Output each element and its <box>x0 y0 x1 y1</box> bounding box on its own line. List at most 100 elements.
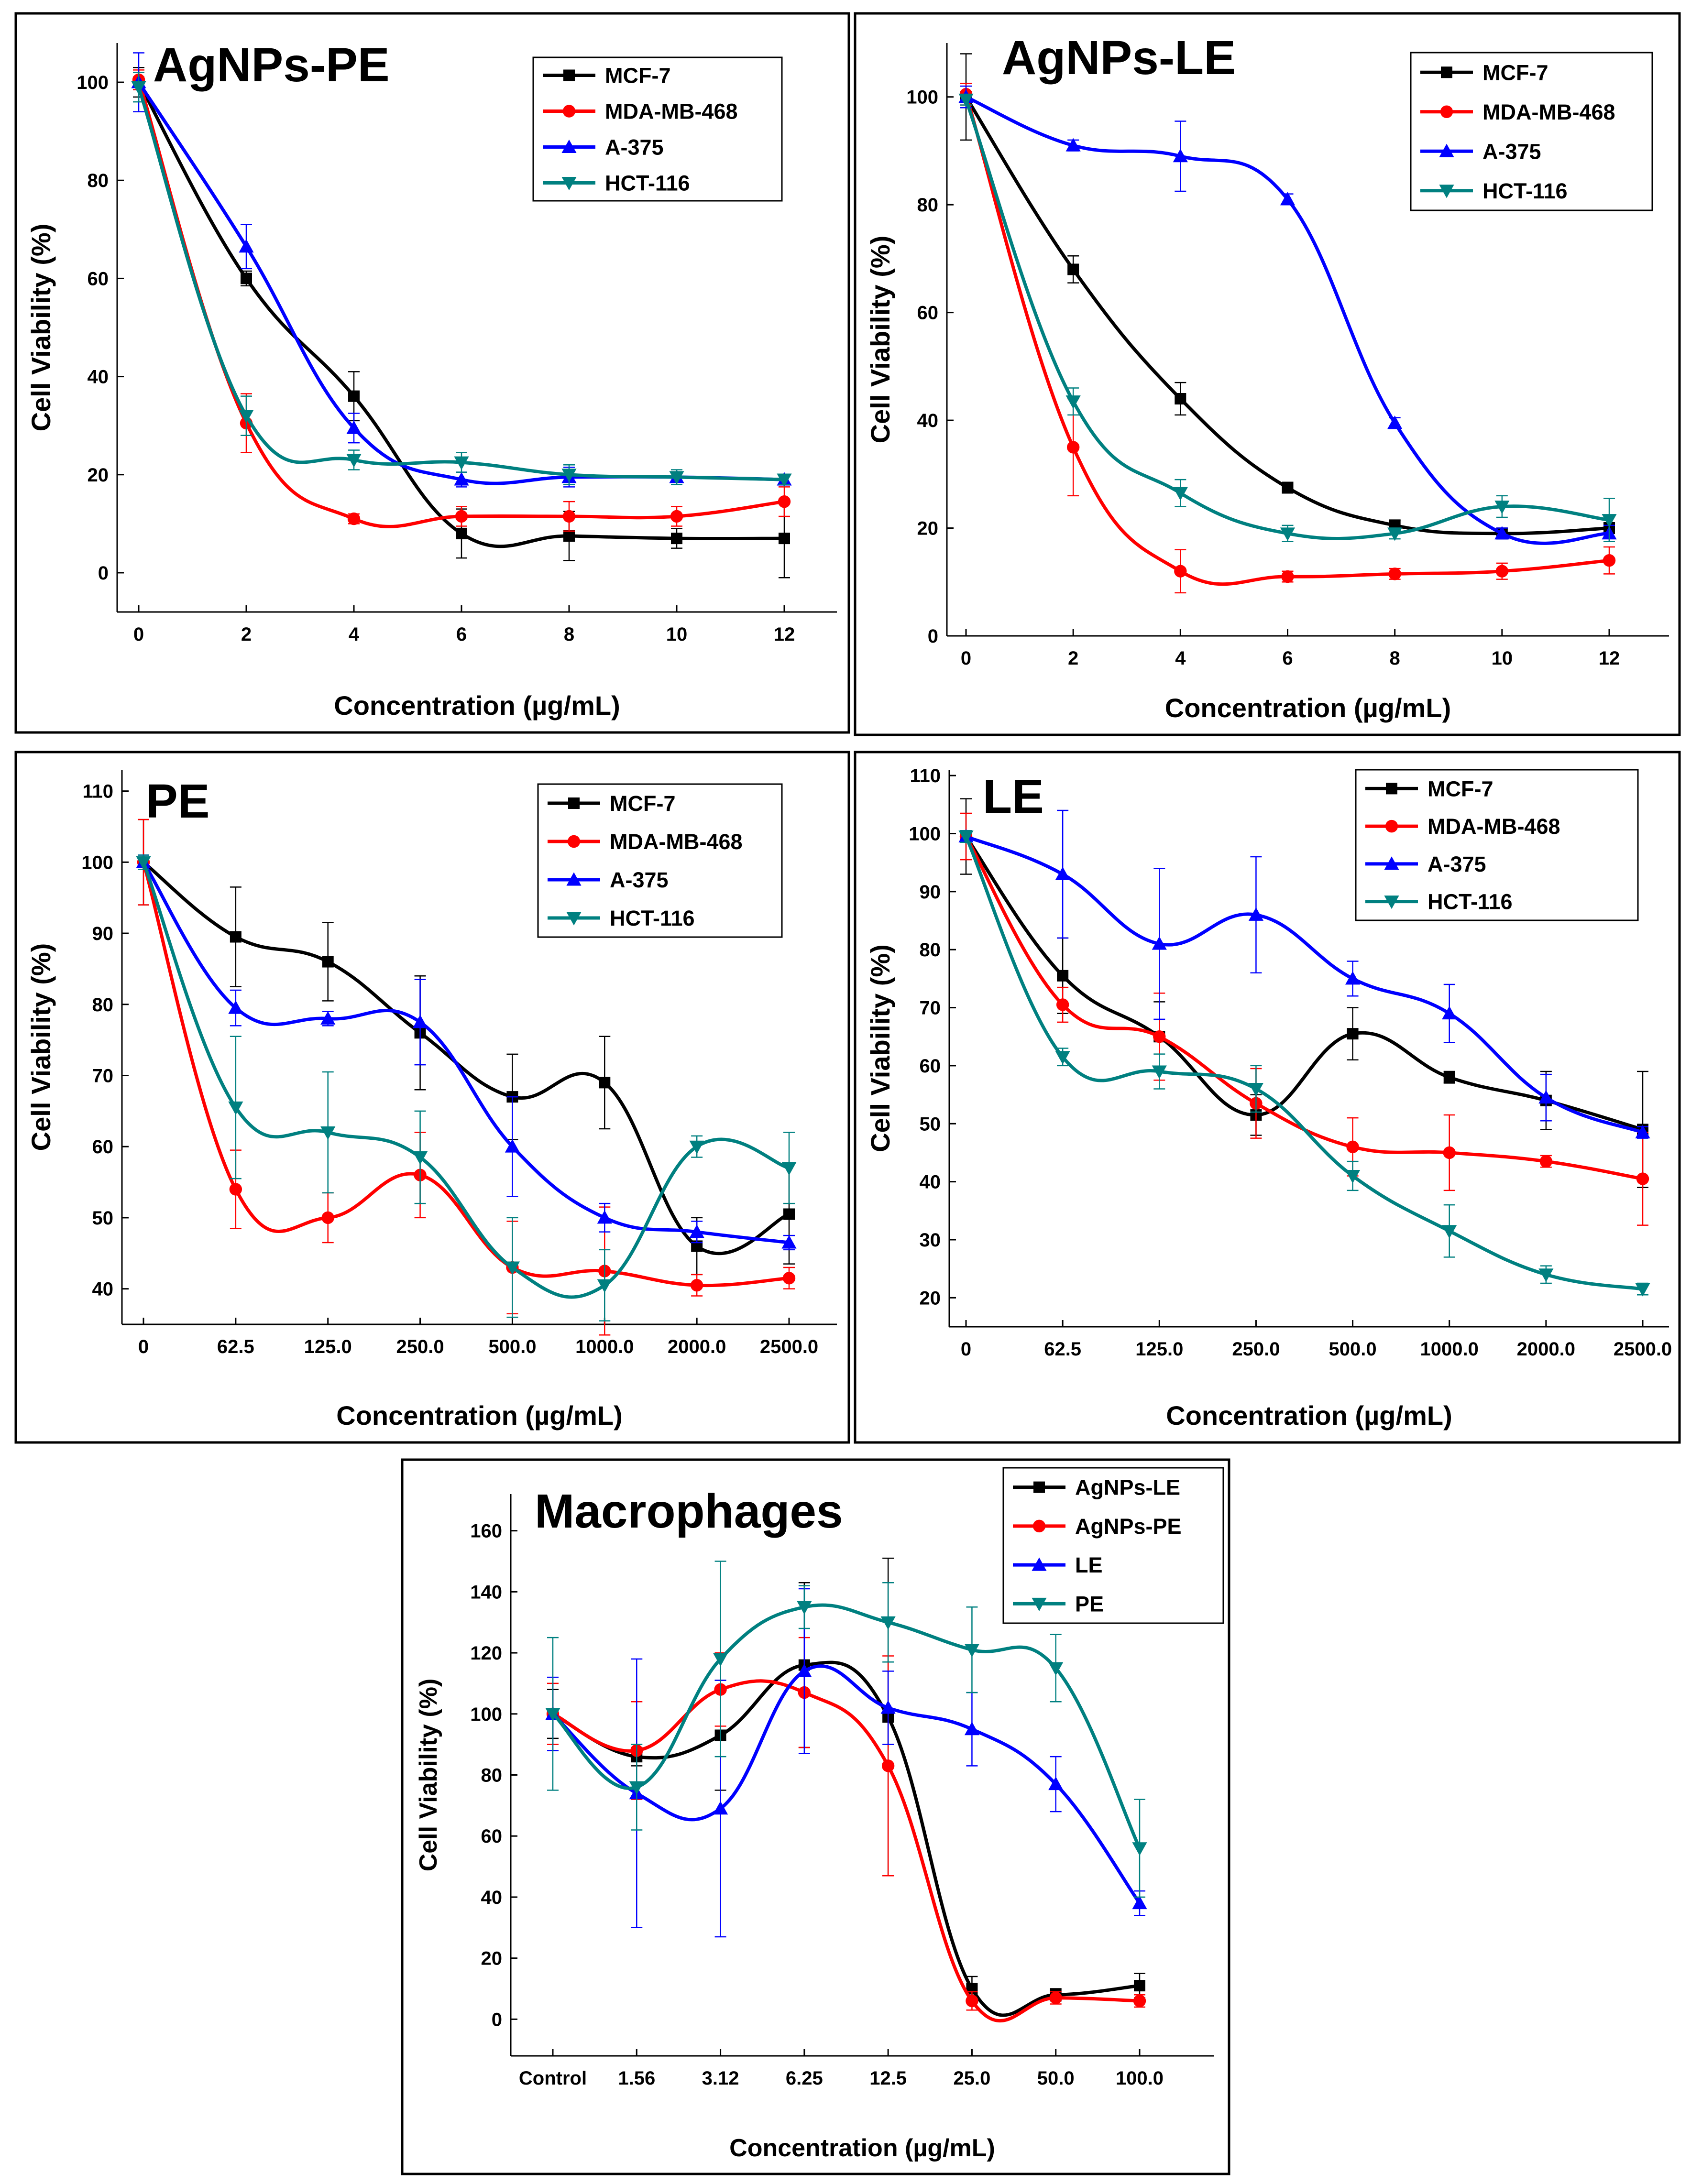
series-hct-116 <box>131 72 792 487</box>
data-point <box>778 495 791 508</box>
series-line <box>964 95 1611 535</box>
legend-label: A-375 <box>610 868 669 892</box>
data-point <box>1495 565 1509 578</box>
x-tick-label: 62.5 <box>1044 1339 1081 1360</box>
data-point <box>689 1224 704 1238</box>
data-point <box>783 1208 795 1220</box>
data-point <box>456 527 467 539</box>
data-point <box>782 1272 796 1285</box>
data-point <box>1538 1268 1554 1282</box>
data-point <box>239 239 254 253</box>
legend-marker <box>1439 143 1454 157</box>
legend-label: MDA-MB-468 <box>1427 814 1560 839</box>
data-point <box>545 1708 560 1722</box>
data-point <box>1048 1777 1064 1791</box>
y-tick-label: 80 <box>481 1765 503 1786</box>
data-point <box>1152 936 1167 950</box>
data-point <box>1174 565 1187 578</box>
data-point <box>1152 1065 1167 1079</box>
x-tick-label: 10 <box>1492 648 1513 669</box>
data-point <box>1388 568 1401 580</box>
data-point <box>880 1616 896 1630</box>
y-tick-label: 60 <box>917 303 939 324</box>
data-point <box>1636 1172 1649 1185</box>
data-point <box>1345 1169 1361 1184</box>
legend-box <box>532 56 783 202</box>
legend-label: MCF-7 <box>1482 60 1548 85</box>
data-point <box>1132 1896 1147 1910</box>
data-point <box>1345 971 1361 985</box>
data-point <box>781 1162 797 1176</box>
legend-label: HCT-116 <box>605 171 690 196</box>
series-hct-116 <box>136 854 797 1321</box>
data-point <box>131 81 146 95</box>
x-tick-label: 50.0 <box>1037 2068 1075 2089</box>
data-point <box>669 471 684 485</box>
legend-label: A-375 <box>605 135 664 160</box>
legend-marker <box>1033 1481 1045 1493</box>
data-point <box>1347 1028 1359 1040</box>
y-tick-label: 80 <box>917 195 939 216</box>
legend-marker <box>563 69 575 81</box>
y-tick-label: 0 <box>928 626 938 647</box>
x-tick-label: 2 <box>1068 648 1078 669</box>
y-tick-label: 40 <box>920 1172 941 1193</box>
y-tick-label: 90 <box>920 882 941 903</box>
x-axis-label: Concentration (µg/mL) <box>1165 693 1451 723</box>
x-tick-label: 250.0 <box>396 1336 444 1357</box>
data-point <box>1602 514 1617 528</box>
data-point <box>1443 1071 1455 1083</box>
data-point <box>1065 395 1081 409</box>
x-tick-label: 12 <box>1599 648 1620 669</box>
data-point <box>412 1151 428 1165</box>
legend-label: HCT-116 <box>1482 179 1568 203</box>
x-tick-label: 250.0 <box>1232 1339 1280 1360</box>
y-tick-label: 0 <box>98 563 109 584</box>
legend: MCF-7 MDA-MB-468 A-375 HCT-116 <box>532 56 783 202</box>
data-point <box>629 1781 644 1795</box>
y-tick-label: 40 <box>917 410 939 431</box>
series-line <box>964 98 1611 540</box>
data-point <box>1048 1662 1064 1676</box>
x-tick-label: 2500.0 <box>760 1336 818 1357</box>
data-point <box>1281 570 1294 583</box>
data-point <box>1539 1155 1553 1168</box>
data-point <box>597 1210 612 1224</box>
x-tick-label: 6.25 <box>786 2068 823 2089</box>
x-tick-label: 8 <box>1390 648 1400 669</box>
y-tick-label: 30 <box>920 1230 941 1251</box>
panel-title: AgNPs-LE <box>1002 31 1236 85</box>
legend-marker <box>1386 783 1397 795</box>
x-tick-label: 125.0 <box>304 1336 352 1357</box>
data-point <box>958 93 974 107</box>
data-point <box>1057 970 1069 982</box>
y-tick-label: 60 <box>92 1136 114 1158</box>
series-line <box>964 835 1645 1134</box>
legend-marker <box>561 139 577 153</box>
data-point <box>1387 415 1403 429</box>
data-point <box>1282 482 1294 493</box>
y-tick-label: 40 <box>88 367 109 388</box>
y-tick-label: 20 <box>917 518 939 539</box>
data-point <box>1056 998 1069 1011</box>
series-line <box>551 1664 1142 1905</box>
legend-label: PE <box>1075 1592 1104 1616</box>
series-line <box>964 835 1645 1291</box>
x-tick-label: 25.0 <box>953 2068 990 2089</box>
y-tick-label: 110 <box>910 765 941 786</box>
y-tick-label: 0 <box>492 2009 502 2030</box>
series-line <box>142 860 791 1299</box>
data-point <box>881 1759 895 1772</box>
y-axis-label: Cell Viability (%) <box>415 1679 442 1872</box>
legend-marker <box>1032 1519 1046 1533</box>
data-point <box>320 1126 336 1140</box>
x-tick-label: 4 <box>349 624 360 645</box>
x-tick-label: Control <box>519 2068 587 2089</box>
data-point <box>229 1183 242 1196</box>
data-point <box>505 1139 520 1153</box>
data-point <box>1173 487 1188 501</box>
data-point <box>230 931 242 943</box>
x-axis-label: Concentration (µg/mL) <box>1166 1400 1452 1431</box>
series-hct-116 <box>958 93 1617 542</box>
data-point <box>597 1279 612 1293</box>
